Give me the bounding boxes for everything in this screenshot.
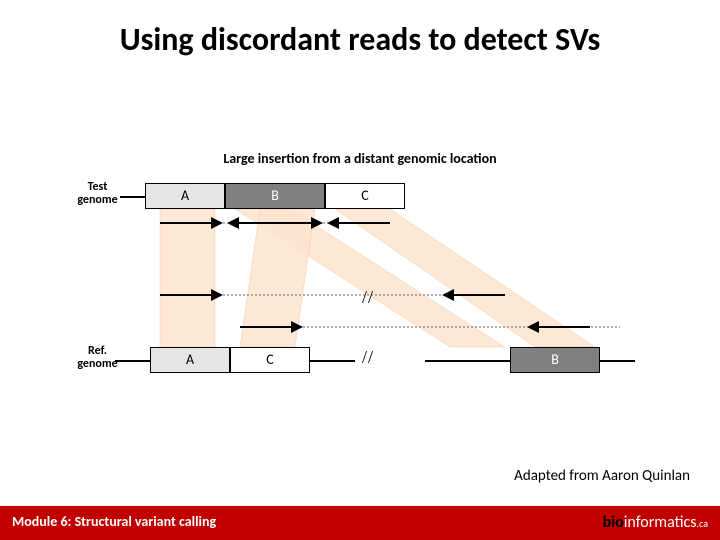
test-genome-label: Test genome [70, 181, 125, 207]
ref-label-line2: genome [77, 357, 117, 371]
diagram-region: Large insertion from a distant genomic l… [80, 155, 640, 395]
ref-segment-a: A [150, 347, 230, 373]
attribution-text: Adapted from Aaron Quinlan [514, 467, 690, 485]
brand-bio: bio [603, 513, 624, 532]
footer-module-label: Module 6: Structural variant calling [12, 513, 216, 530]
break-mark-1: // [362, 287, 374, 308]
test-label-line1: Test [88, 180, 108, 194]
diagram-subtitle: Large insertion from a distant genomic l… [80, 150, 640, 167]
break-mark-2: // [362, 347, 374, 368]
brand-informatics: informatics [624, 513, 697, 532]
test-label-line2: genome [77, 193, 117, 207]
ref-line-mid1 [310, 360, 355, 362]
footer-bar: Module 6: Structural variant calling bio… [0, 506, 720, 540]
ref-label-line1: Ref. [88, 344, 107, 358]
ref-line-right [600, 360, 635, 362]
slide-root: Using discordant reads to detect SVs Lar… [0, 0, 720, 540]
ref-segment-c: C [230, 347, 310, 373]
test-segment-c: C [325, 183, 405, 209]
ref-genome-label: Ref. genome [70, 345, 125, 371]
footer-brand: bioinformatics.ca [603, 513, 708, 532]
ref-line-mid2 [425, 360, 510, 362]
brand-ca: .ca [697, 517, 708, 530]
test-segment-a: A [145, 183, 225, 209]
test-line-left [120, 196, 145, 198]
test-segment-b: B [225, 183, 325, 209]
slide-title: Using discordant reads to detect SVs [0, 20, 720, 59]
ref-segment-b: B [510, 347, 600, 373]
ref-line-left [115, 360, 150, 362]
